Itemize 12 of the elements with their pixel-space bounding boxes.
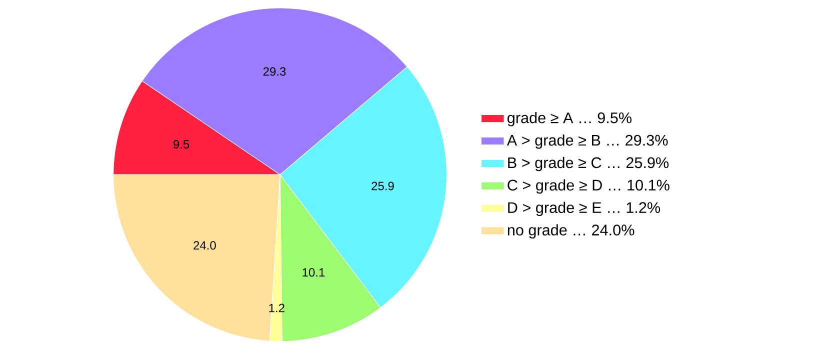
- legend-label: D > grade ≥ E … 1.2%: [508, 202, 660, 216]
- data-label: 29.3: [263, 67, 286, 76]
- data-label: 25.9: [372, 182, 394, 190]
- legend-label: grade ≥ A … 9.5%: [508, 112, 632, 126]
- data-label: 1.2: [269, 304, 284, 312]
- legend-label: no grade … 24.0%: [508, 224, 634, 238]
- data-label: 9.5: [173, 140, 190, 149]
- legend-label: A > grade ≥ B … 29.3%: [506, 134, 668, 149]
- legend-label: C > grade ≥ D … 10.1%: [508, 179, 670, 194]
- data-label: 10.1: [302, 268, 325, 277]
- legend-label: B > grade ≥ C … 25.9%: [508, 156, 669, 172]
- data-label: 24.0: [194, 241, 216, 250]
